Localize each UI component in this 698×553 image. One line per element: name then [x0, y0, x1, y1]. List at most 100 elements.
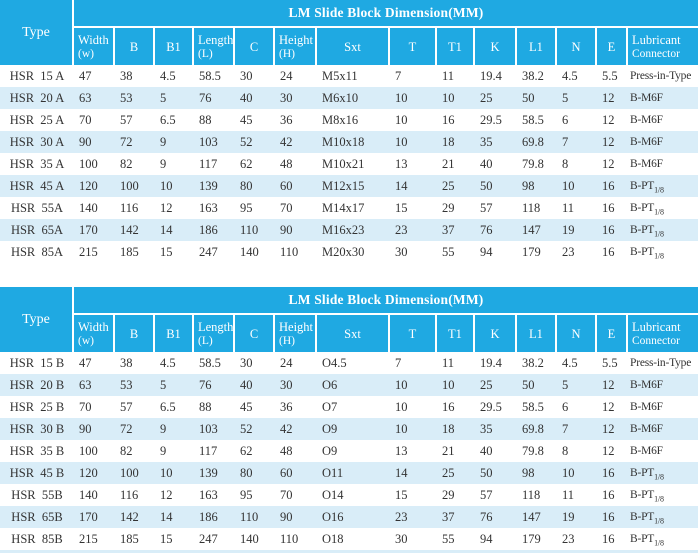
dimension-cell: 14 — [160, 223, 173, 237]
dimension-cell: 16 — [602, 510, 615, 524]
partial-row-strip — [0, 550, 698, 553]
column-label: B — [129, 39, 139, 54]
dimension-cell: 29.5 — [480, 400, 502, 414]
dimension-cell: M8x16 — [322, 113, 359, 127]
dimension-cell: 10 — [562, 179, 575, 193]
table-row: HSR 45 B 120 100 10 139 80 60 O11 14 25 50 98 10 16 B-… — [0, 462, 698, 484]
dimension-cell: 16 — [602, 532, 615, 546]
column-header-e: E — [597, 28, 628, 65]
table-row: HSR 15 B 47 38 4.5 58.5 30 24 O4.5 7 11 19.4 38.2 4.… — [0, 352, 698, 374]
dimension-cell: M14x17 — [322, 201, 365, 215]
dimension-cell: 11 — [562, 201, 575, 215]
column-headers: Width (w) B B1 Length (L) C Height (H) Sxt T T1 K L1 N… — [74, 28, 698, 65]
dimension-cell: 62 — [240, 444, 253, 458]
dimension-cell: 10 — [395, 422, 408, 436]
column-label: L1 — [529, 39, 543, 54]
dimension-cell: 10 — [395, 400, 408, 414]
dimension-cell: 58.5 — [522, 113, 544, 127]
table-row: HSR 45 A 120 100 10 139 80 60 M12x15 14 25 50 98 10 1… — [0, 175, 698, 197]
dimension-cell: 19.4 — [480, 69, 502, 83]
lubricant-connector-cell: Press-in-Type — [628, 65, 698, 87]
dimension-cell: 24 — [280, 356, 293, 370]
dimension-cell: 25 — [480, 378, 493, 392]
dimension-cell: 6 — [562, 113, 569, 127]
dimension-cell: 58.5 — [199, 356, 221, 370]
column-sublabel: (L) — [198, 47, 213, 60]
dimension-cell: 10 — [395, 378, 408, 392]
dimension-cell: 62 — [240, 157, 253, 171]
column-header-height: Height (H) — [275, 28, 317, 65]
column-label: Height — [279, 32, 314, 47]
dimension-cell: 98 — [522, 466, 535, 480]
dimension-cell: 9 — [160, 157, 167, 171]
dimension-cell: 6.5 — [160, 113, 176, 127]
column-label: Width — [78, 32, 109, 47]
dimension-cell: 90 — [280, 510, 293, 524]
lubricant-connector-value: B-M6F — [630, 401, 663, 413]
lubricant-connector-value: B-PT — [630, 202, 655, 214]
dimension-cell: 40 — [480, 157, 493, 171]
column-label: N — [571, 326, 581, 341]
lubricant-connector-cell: B-M6F — [628, 440, 698, 462]
table-row: HSR 30 A 90 72 9 103 52 42 M10x18 10 18 35 69.8 7 12 B… — [0, 131, 698, 153]
dimension-cell: 79.8 — [522, 444, 544, 458]
dimension-cell: 179 — [522, 245, 541, 259]
column-label: C — [249, 39, 259, 54]
dimension-cell: 24 — [280, 69, 293, 83]
dimension-cell: 35 — [480, 135, 493, 149]
lubricant-connector-value: B-PT — [630, 467, 655, 479]
column-label: T — [408, 39, 417, 54]
dimension-cell: 57 — [120, 400, 133, 414]
column-label: Height — [279, 319, 314, 334]
lubricant-connector-cell: B-M6F — [628, 374, 698, 396]
lubricant-connector-value: B-M6F — [630, 136, 663, 148]
dimension-cell: 53 — [120, 91, 133, 105]
dimension-cell: O18 — [322, 532, 344, 546]
dimension-cell: 118 — [522, 488, 541, 502]
dimension-cell: 23 — [395, 510, 408, 524]
dimension-cell: 47 — [79, 69, 92, 83]
dimension-cell: 100 — [79, 157, 98, 171]
column-label: E — [607, 39, 616, 54]
lubricant-connector-cell: B-M6F — [628, 131, 698, 153]
dimension-cell: 110 — [280, 245, 299, 259]
dimension-cell: 118 — [522, 201, 541, 215]
column-label: Sxt — [344, 39, 361, 54]
dimension-cell: M10x18 — [322, 135, 365, 149]
lubricant-connector-value: B-PT — [630, 511, 655, 523]
dimension-cell: 36 — [280, 400, 293, 414]
column-headers: Width (w) B B1 Length (L) C Height (H) Sxt T T1 K L1 N… — [74, 315, 698, 352]
header-right: LM Slide Block Dimension(MM) Width (w) B B1… — [74, 287, 698, 352]
dimension-cell: 53 — [120, 378, 133, 392]
dimension-cell: 15 — [160, 532, 173, 546]
lubricant-connector-cell: B-PT1/8 — [628, 484, 698, 506]
column-header-l1: L1 — [517, 315, 557, 352]
dimension-cell: 40 — [480, 444, 493, 458]
row-type-label: HSR 15 A — [9, 69, 65, 83]
dimension-cell: 14 — [395, 466, 408, 480]
column-header-b1: B1 — [155, 315, 194, 352]
dimension-cell: 16 — [602, 245, 615, 259]
column-header-e: E — [597, 315, 628, 352]
dimension-cell: 79.8 — [522, 157, 544, 171]
dimension-cell: 36 — [280, 113, 293, 127]
dimension-cell: O9 — [322, 422, 338, 436]
column-header-k: K — [475, 315, 517, 352]
column-header-sxt: Sxt — [317, 315, 390, 352]
lubricant-connector-value: B-PT — [630, 489, 655, 501]
dimension-cell: 38.2 — [522, 356, 544, 370]
lubricant-connector-cell: B-M6F — [628, 396, 698, 418]
table-body: HSR 15 A 47 38 4.5 58.5 30 24 M5x11 7 11 19.4 38.2 4… — [0, 65, 698, 263]
dimension-cell: 82 — [120, 444, 133, 458]
slide-block-table-a: Type LM Slide Block Dimension(MM) Width(… — [0, 0, 698, 263]
dimension-cell: 13 — [395, 444, 408, 458]
dimension-cell: 45 — [240, 113, 253, 127]
dimension-cell: 140 — [79, 201, 98, 215]
dimension-cell: M6x10 — [322, 91, 359, 105]
row-type-label: HSR 45 A — [9, 179, 65, 193]
table-title: LM Slide Block Dimension(MM) — [74, 287, 698, 315]
dimension-cell: 47 — [79, 356, 92, 370]
dimension-cell: 76 — [199, 378, 212, 392]
column-header-t: T — [390, 315, 437, 352]
dimension-cell: 16 — [602, 201, 615, 215]
